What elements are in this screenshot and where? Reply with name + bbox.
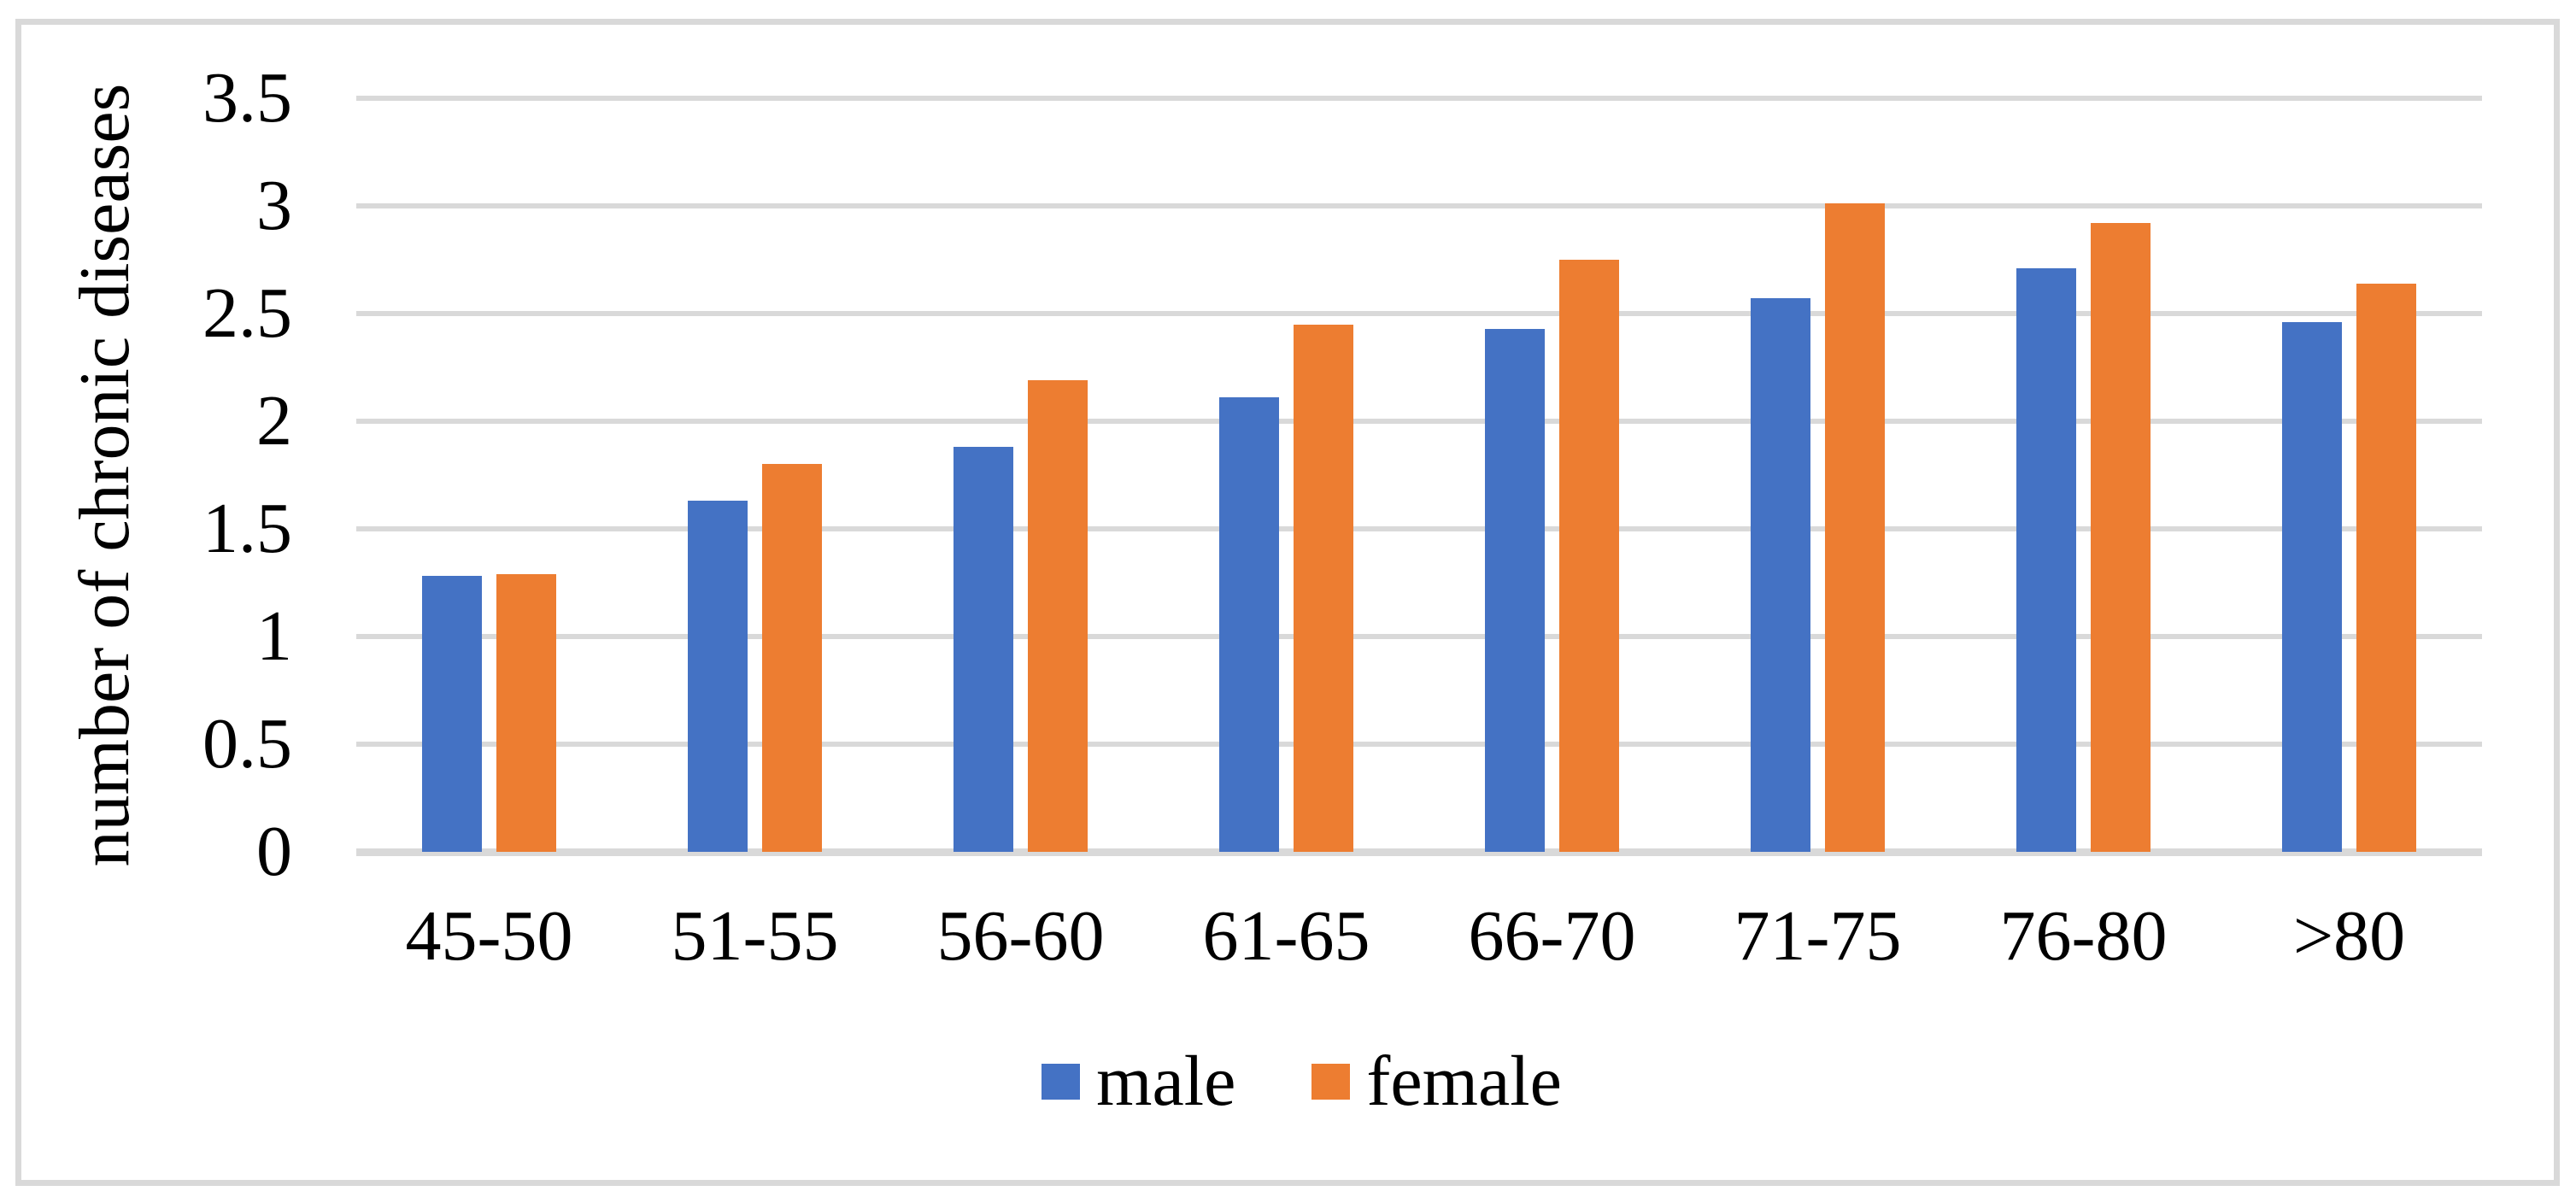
gridline-y-1 — [356, 634, 2482, 639]
y-tick-label-3: 3 — [256, 166, 292, 245]
legend-swatch-male-icon — [1042, 1064, 1081, 1100]
y-tick-label-3.5: 3.5 — [202, 58, 292, 138]
bar-female-51-55 — [762, 464, 822, 852]
legend-label-female: female — [1366, 1042, 1562, 1121]
gridline-y-3.5 — [356, 96, 2482, 101]
legend-item-male: male — [1042, 1046, 1235, 1118]
bar-male-66-70 — [1485, 328, 1545, 852]
gridline-y-2 — [356, 419, 2482, 424]
y-tick-label-1: 1 — [256, 596, 292, 676]
legend: male female — [14, 1043, 2576, 1120]
bar-male-76-80 — [2016, 268, 2076, 852]
bar-female-56-60 — [1028, 380, 1088, 852]
x-tick-label-45-50: 45-50 — [405, 896, 573, 976]
gridline-y-1.5 — [356, 526, 2482, 531]
bar-female-61-65 — [1294, 324, 1353, 852]
x-tick-label-51-55: 51-55 — [671, 896, 839, 976]
y-tick-label-1.5: 1.5 — [202, 489, 292, 568]
gridline-y-0 — [356, 848, 2482, 856]
x-tick-label-66-70: 66-70 — [1468, 896, 1636, 976]
bar-male->80 — [2282, 322, 2342, 852]
bar-female-71-75 — [1825, 203, 1885, 852]
y-tick-label-2.5: 2.5 — [202, 273, 292, 353]
x-tick-label-76-80: 76-80 — [1999, 896, 2168, 976]
y-tick-label-2: 2 — [256, 381, 292, 461]
bar-male-45-50 — [422, 576, 482, 852]
bar-female-76-80 — [2091, 223, 2151, 852]
x-tick-label-56-60: 56-60 — [936, 896, 1105, 976]
y-tick-label-0.5: 0.5 — [202, 704, 292, 783]
gridline-y-0.5 — [356, 742, 2482, 747]
gridline-y-2.5 — [356, 311, 2482, 316]
bar-male-51-55 — [688, 501, 748, 852]
bar-male-71-75 — [1751, 298, 1810, 852]
legend-item-female: female — [1311, 1046, 1562, 1118]
legend-swatch-female-icon — [1311, 1064, 1351, 1100]
x-tick-label-71-75: 71-75 — [1734, 896, 1902, 976]
legend-label-male: male — [1096, 1042, 1236, 1121]
x-tick-label-61-65: 61-65 — [1202, 896, 1370, 976]
bar-female-66-70 — [1559, 260, 1619, 852]
gridline-y-3 — [356, 203, 2482, 208]
chart-border — [15, 19, 2560, 1186]
y-tick-label-0: 0 — [256, 812, 292, 891]
x-tick-label->80: >80 — [2292, 896, 2406, 976]
bar-female-45-50 — [496, 573, 556, 852]
bar-female->80 — [2356, 283, 2416, 852]
bar-male-61-65 — [1219, 397, 1279, 852]
bar-male-56-60 — [954, 447, 1013, 852]
